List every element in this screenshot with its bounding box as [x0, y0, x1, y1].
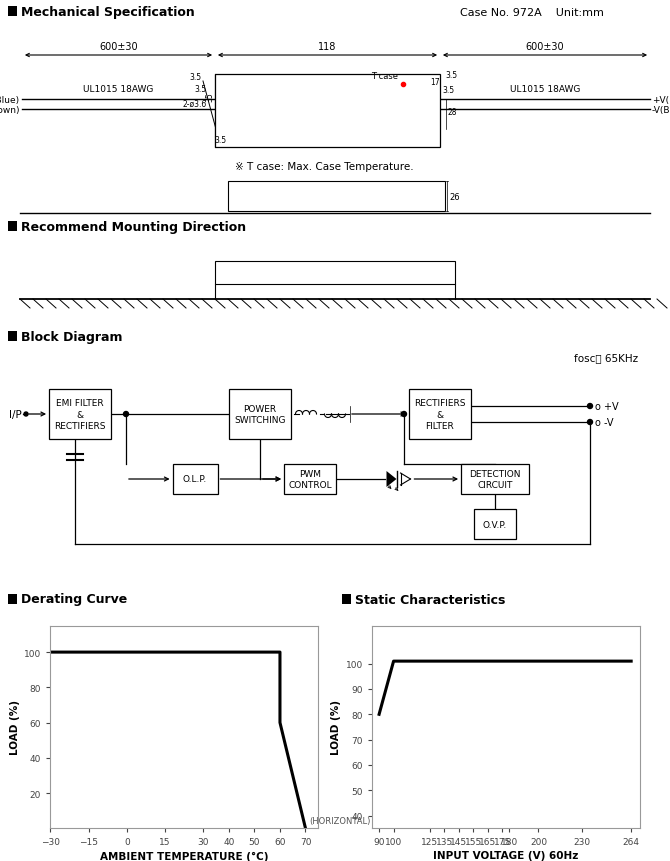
Text: 600±30: 600±30: [99, 42, 138, 52]
Bar: [8, 222, 17, 232]
Bar: [474, 510, 516, 539]
Text: 3.5: 3.5: [442, 86, 454, 95]
Text: EMI FILTER
&
RECTIFIERS: EMI FILTER & RECTIFIERS: [54, 399, 106, 430]
Text: DETECTION
CIRCUIT: DETECTION CIRCUIT: [469, 469, 521, 490]
Text: Block Diagram: Block Diagram: [21, 330, 123, 343]
Text: PWM
CONTROL: PWM CONTROL: [288, 469, 332, 490]
Bar: [8, 331, 17, 342]
X-axis label: INPUT VOLTAGE (V) 60Hz: INPUT VOLTAGE (V) 60Hz: [433, 851, 578, 860]
Circle shape: [401, 412, 407, 417]
Text: o -V: o -V: [595, 418, 614, 428]
Circle shape: [588, 420, 592, 425]
Bar: [228, 182, 445, 212]
Text: 17: 17: [430, 77, 440, 87]
Text: 3.5: 3.5: [194, 85, 206, 94]
Text: 26: 26: [449, 192, 460, 201]
Text: T case: T case: [371, 72, 399, 81]
Text: Recommend Mounting Direction: Recommend Mounting Direction: [21, 220, 246, 233]
Text: +V(Red): +V(Red): [652, 96, 670, 104]
Text: 35: 35: [206, 92, 214, 102]
Y-axis label: LOAD (%): LOAD (%): [10, 700, 20, 754]
Text: RECTIFIERS
&
FILTER: RECTIFIERS & FILTER: [414, 399, 466, 430]
Text: Mechanical Specification: Mechanical Specification: [21, 5, 195, 18]
Text: 3.5: 3.5: [445, 71, 457, 80]
Bar: [342, 594, 351, 604]
Text: 28: 28: [448, 108, 458, 117]
Text: ※ T case: Max. Case Temperature.: ※ T case: Max. Case Temperature.: [235, 162, 413, 172]
Text: O.L.P.: O.L.P.: [183, 475, 207, 484]
Y-axis label: LOAD (%): LOAD (%): [332, 700, 342, 754]
Circle shape: [24, 412, 28, 417]
Bar: [409, 389, 471, 439]
Circle shape: [123, 412, 129, 417]
Text: AC/N(Blue): AC/N(Blue): [0, 96, 20, 104]
Text: 118: 118: [318, 42, 337, 52]
Circle shape: [588, 404, 592, 409]
Bar: [8, 594, 17, 604]
Text: Derating Curve: Derating Curve: [21, 593, 127, 606]
Bar: [229, 389, 291, 439]
Text: 3.5: 3.5: [214, 136, 226, 145]
Bar: [215, 75, 440, 148]
Bar: [461, 464, 529, 494]
Text: Static Characteristics: Static Characteristics: [355, 593, 505, 606]
Bar: [8, 7, 17, 17]
Bar: [49, 389, 111, 439]
Text: o +V: o +V: [595, 401, 618, 412]
Text: AC/L(Brown): AC/L(Brown): [0, 105, 20, 115]
Text: 600±30: 600±30: [526, 42, 564, 52]
Text: 2-ø3.6: 2-ø3.6: [183, 100, 207, 108]
Polygon shape: [387, 472, 397, 487]
Text: I/P: I/P: [9, 410, 22, 419]
Text: -V(Black): -V(Black): [652, 105, 670, 115]
Text: UL1015 18AWG: UL1015 18AWG: [83, 85, 153, 94]
Text: 3.5: 3.5: [189, 73, 201, 82]
Text: POWER
SWITCHING: POWER SWITCHING: [234, 405, 285, 424]
Bar: [215, 262, 455, 285]
Text: fosc： 65KHz: fosc： 65KHz: [574, 353, 638, 362]
Text: UL1015 18AWG: UL1015 18AWG: [510, 85, 580, 94]
Bar: [172, 464, 218, 494]
Text: Case No. 972A    Unit:mm: Case No. 972A Unit:mm: [460, 8, 604, 18]
Text: (HORIZONTAL): (HORIZONTAL): [310, 815, 371, 825]
Bar: [284, 464, 336, 494]
Text: O.V.P.: O.V.P.: [483, 520, 507, 529]
X-axis label: AMBIENT TEMPERATURE (°C): AMBIENT TEMPERATURE (°C): [100, 851, 269, 860]
